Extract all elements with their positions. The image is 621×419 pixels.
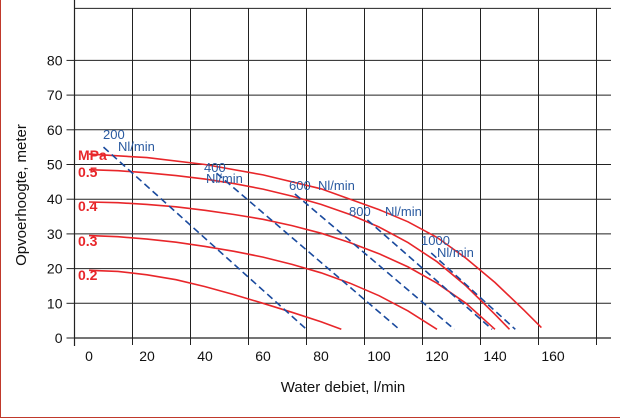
x-axis-title: Water debiet, l/min: [281, 379, 406, 396]
pressure-label-0.3: 0.3: [78, 233, 98, 249]
y-tick-label: 20: [47, 261, 63, 277]
y-tick-label: 50: [47, 157, 63, 173]
airflow-line-600: [294, 193, 455, 330]
x-tick-label: 120: [425, 348, 449, 364]
airflow-lines: [102, 146, 516, 330]
grid: 0 20 40 60 80 100 120 140 160 0 10 20 30 40 50 60 70 80: [47, 0, 611, 364]
pressure-curves: [88, 153, 542, 331]
airflow-unit-200: Nl/min: [118, 139, 155, 154]
airflow-line-800: [366, 219, 493, 330]
airflow-unit-400: Nl/min: [206, 171, 243, 186]
y-tick-label: 70: [47, 87, 63, 103]
airflow-label-200: 200: [103, 127, 125, 142]
airflow-label-400: 400: [204, 160, 226, 175]
x-tick-label: 160: [541, 348, 565, 364]
pressure-curve-0.3: [88, 234, 438, 330]
pressure-label-0.4: 0.4: [78, 198, 98, 214]
y-axis-title: Opvoerhoogte, meter: [13, 124, 30, 266]
x-tick-label: 80: [313, 348, 329, 364]
airflow-label-1000: 1000: [421, 233, 450, 248]
x-tick-label: 60: [255, 348, 271, 364]
pressure-label-0.2: 0.2: [78, 267, 98, 283]
y-tick-label: 40: [47, 191, 63, 207]
x-tick-label: 20: [139, 348, 155, 364]
y-tick-label: 10: [47, 295, 63, 311]
x-tick-label: 40: [197, 348, 213, 364]
y-tick-label: 60: [47, 122, 63, 138]
airflow-label-600: 600: [289, 178, 311, 193]
x-tick-label: 100: [367, 348, 391, 364]
x-tick-label: 0: [85, 348, 93, 364]
y-tick-label: 80: [47, 52, 63, 68]
pressure-curve-0.4: [88, 201, 496, 330]
pressure-curve-0.2: [88, 269, 342, 331]
pressure-curve-top-4: [88, 153, 542, 329]
pressure-unit-label: MPa: [78, 147, 107, 163]
pressure-label-0.5: 0.5: [78, 164, 98, 180]
airflow-label-800: 800: [349, 204, 371, 219]
airflow-unit-1000: Nl/min: [437, 245, 474, 260]
pressure-curve-0.5: [88, 168, 511, 330]
airflow-unit-600: Nl/min: [318, 178, 355, 193]
y-tick-label: 0: [55, 330, 63, 346]
airflow-unit-800: Nl/min: [385, 204, 422, 219]
airflow-line-400: [216, 172, 400, 330]
y-tick-label: 30: [47, 226, 63, 242]
airflow-line-200: [102, 146, 308, 330]
airflow-line-1000: [430, 252, 516, 330]
x-tick-label: 140: [483, 348, 507, 364]
